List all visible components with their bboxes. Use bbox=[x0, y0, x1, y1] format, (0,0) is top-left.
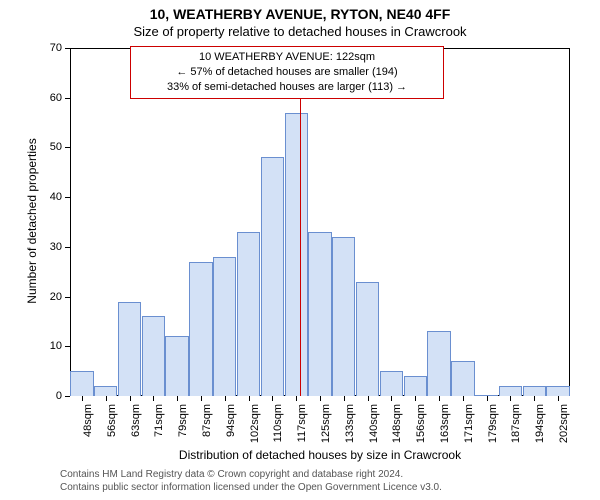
x-tick-label: 187sqm bbox=[510, 404, 522, 454]
bar bbox=[380, 371, 403, 396]
x-tick-label: 79sqm bbox=[177, 404, 189, 454]
bar bbox=[261, 157, 284, 396]
annotation-line3: 33% of semi-detached houses are larger (… bbox=[137, 80, 437, 95]
bar bbox=[142, 316, 165, 396]
x-tick-label: 87sqm bbox=[201, 404, 213, 454]
bar bbox=[285, 113, 308, 396]
x-tick-label: 102sqm bbox=[249, 404, 261, 454]
reference-line bbox=[300, 48, 301, 396]
y-tick-label: 0 bbox=[32, 390, 62, 402]
bar bbox=[523, 386, 546, 396]
x-tick-label: 56sqm bbox=[106, 404, 118, 454]
y-tick-label: 40 bbox=[32, 191, 62, 203]
footer-line2: Contains public sector information licen… bbox=[60, 481, 442, 494]
x-tick-label: 148sqm bbox=[391, 404, 403, 454]
bar bbox=[404, 376, 427, 396]
bar bbox=[356, 282, 379, 396]
bar bbox=[118, 302, 141, 396]
x-tick-label: 133sqm bbox=[344, 404, 356, 454]
address-title: 10, WEATHERBY AVENUE, RYTON, NE40 4FF bbox=[0, 6, 600, 22]
bar bbox=[94, 386, 117, 396]
footer-line1: Contains HM Land Registry data © Crown c… bbox=[60, 468, 442, 481]
bar bbox=[213, 257, 236, 396]
annotation-line1: 10 WEATHERBY AVENUE: 122sqm bbox=[137, 50, 437, 65]
x-tick-label: 163sqm bbox=[439, 404, 451, 454]
y-tick-label: 30 bbox=[32, 241, 62, 253]
bar bbox=[332, 237, 355, 396]
footer-attribution: Contains HM Land Registry data © Crown c… bbox=[60, 468, 442, 494]
bar bbox=[308, 232, 331, 396]
y-tick-label: 10 bbox=[32, 340, 62, 352]
bar bbox=[189, 262, 212, 396]
y-tick-label: 20 bbox=[32, 291, 62, 303]
x-tick-label: 140sqm bbox=[368, 404, 380, 454]
bar bbox=[499, 386, 522, 396]
x-tick-label: 171sqm bbox=[463, 404, 475, 454]
x-tick-label: 63sqm bbox=[130, 404, 142, 454]
x-tick-label: 156sqm bbox=[415, 404, 427, 454]
x-tick-label: 71sqm bbox=[153, 404, 165, 454]
y-tick-label: 60 bbox=[32, 92, 62, 104]
bar bbox=[451, 361, 474, 396]
bar bbox=[237, 232, 260, 396]
x-tick-label: 117sqm bbox=[296, 404, 308, 454]
annotation-line2: ← 57% of detached houses are smaller (19… bbox=[137, 65, 437, 80]
y-tick-label: 70 bbox=[32, 42, 62, 54]
bar bbox=[546, 386, 569, 396]
subtitle: Size of property relative to detached ho… bbox=[0, 24, 600, 39]
x-tick-label: 194sqm bbox=[534, 404, 546, 454]
bar bbox=[427, 331, 450, 396]
x-tick-label: 48sqm bbox=[82, 404, 94, 454]
x-tick-label: 202sqm bbox=[558, 404, 570, 454]
bar bbox=[165, 336, 188, 396]
x-tick-label: 94sqm bbox=[225, 404, 237, 454]
annotation-box: 10 WEATHERBY AVENUE: 122sqm ← 57% of det… bbox=[130, 46, 444, 99]
x-tick-label: 110sqm bbox=[272, 404, 284, 454]
x-tick-label: 125sqm bbox=[320, 404, 332, 454]
y-tick-label: 50 bbox=[32, 141, 62, 153]
bar bbox=[70, 371, 93, 396]
chart-plot-area bbox=[70, 48, 570, 396]
x-tick-label: 179sqm bbox=[487, 404, 499, 454]
